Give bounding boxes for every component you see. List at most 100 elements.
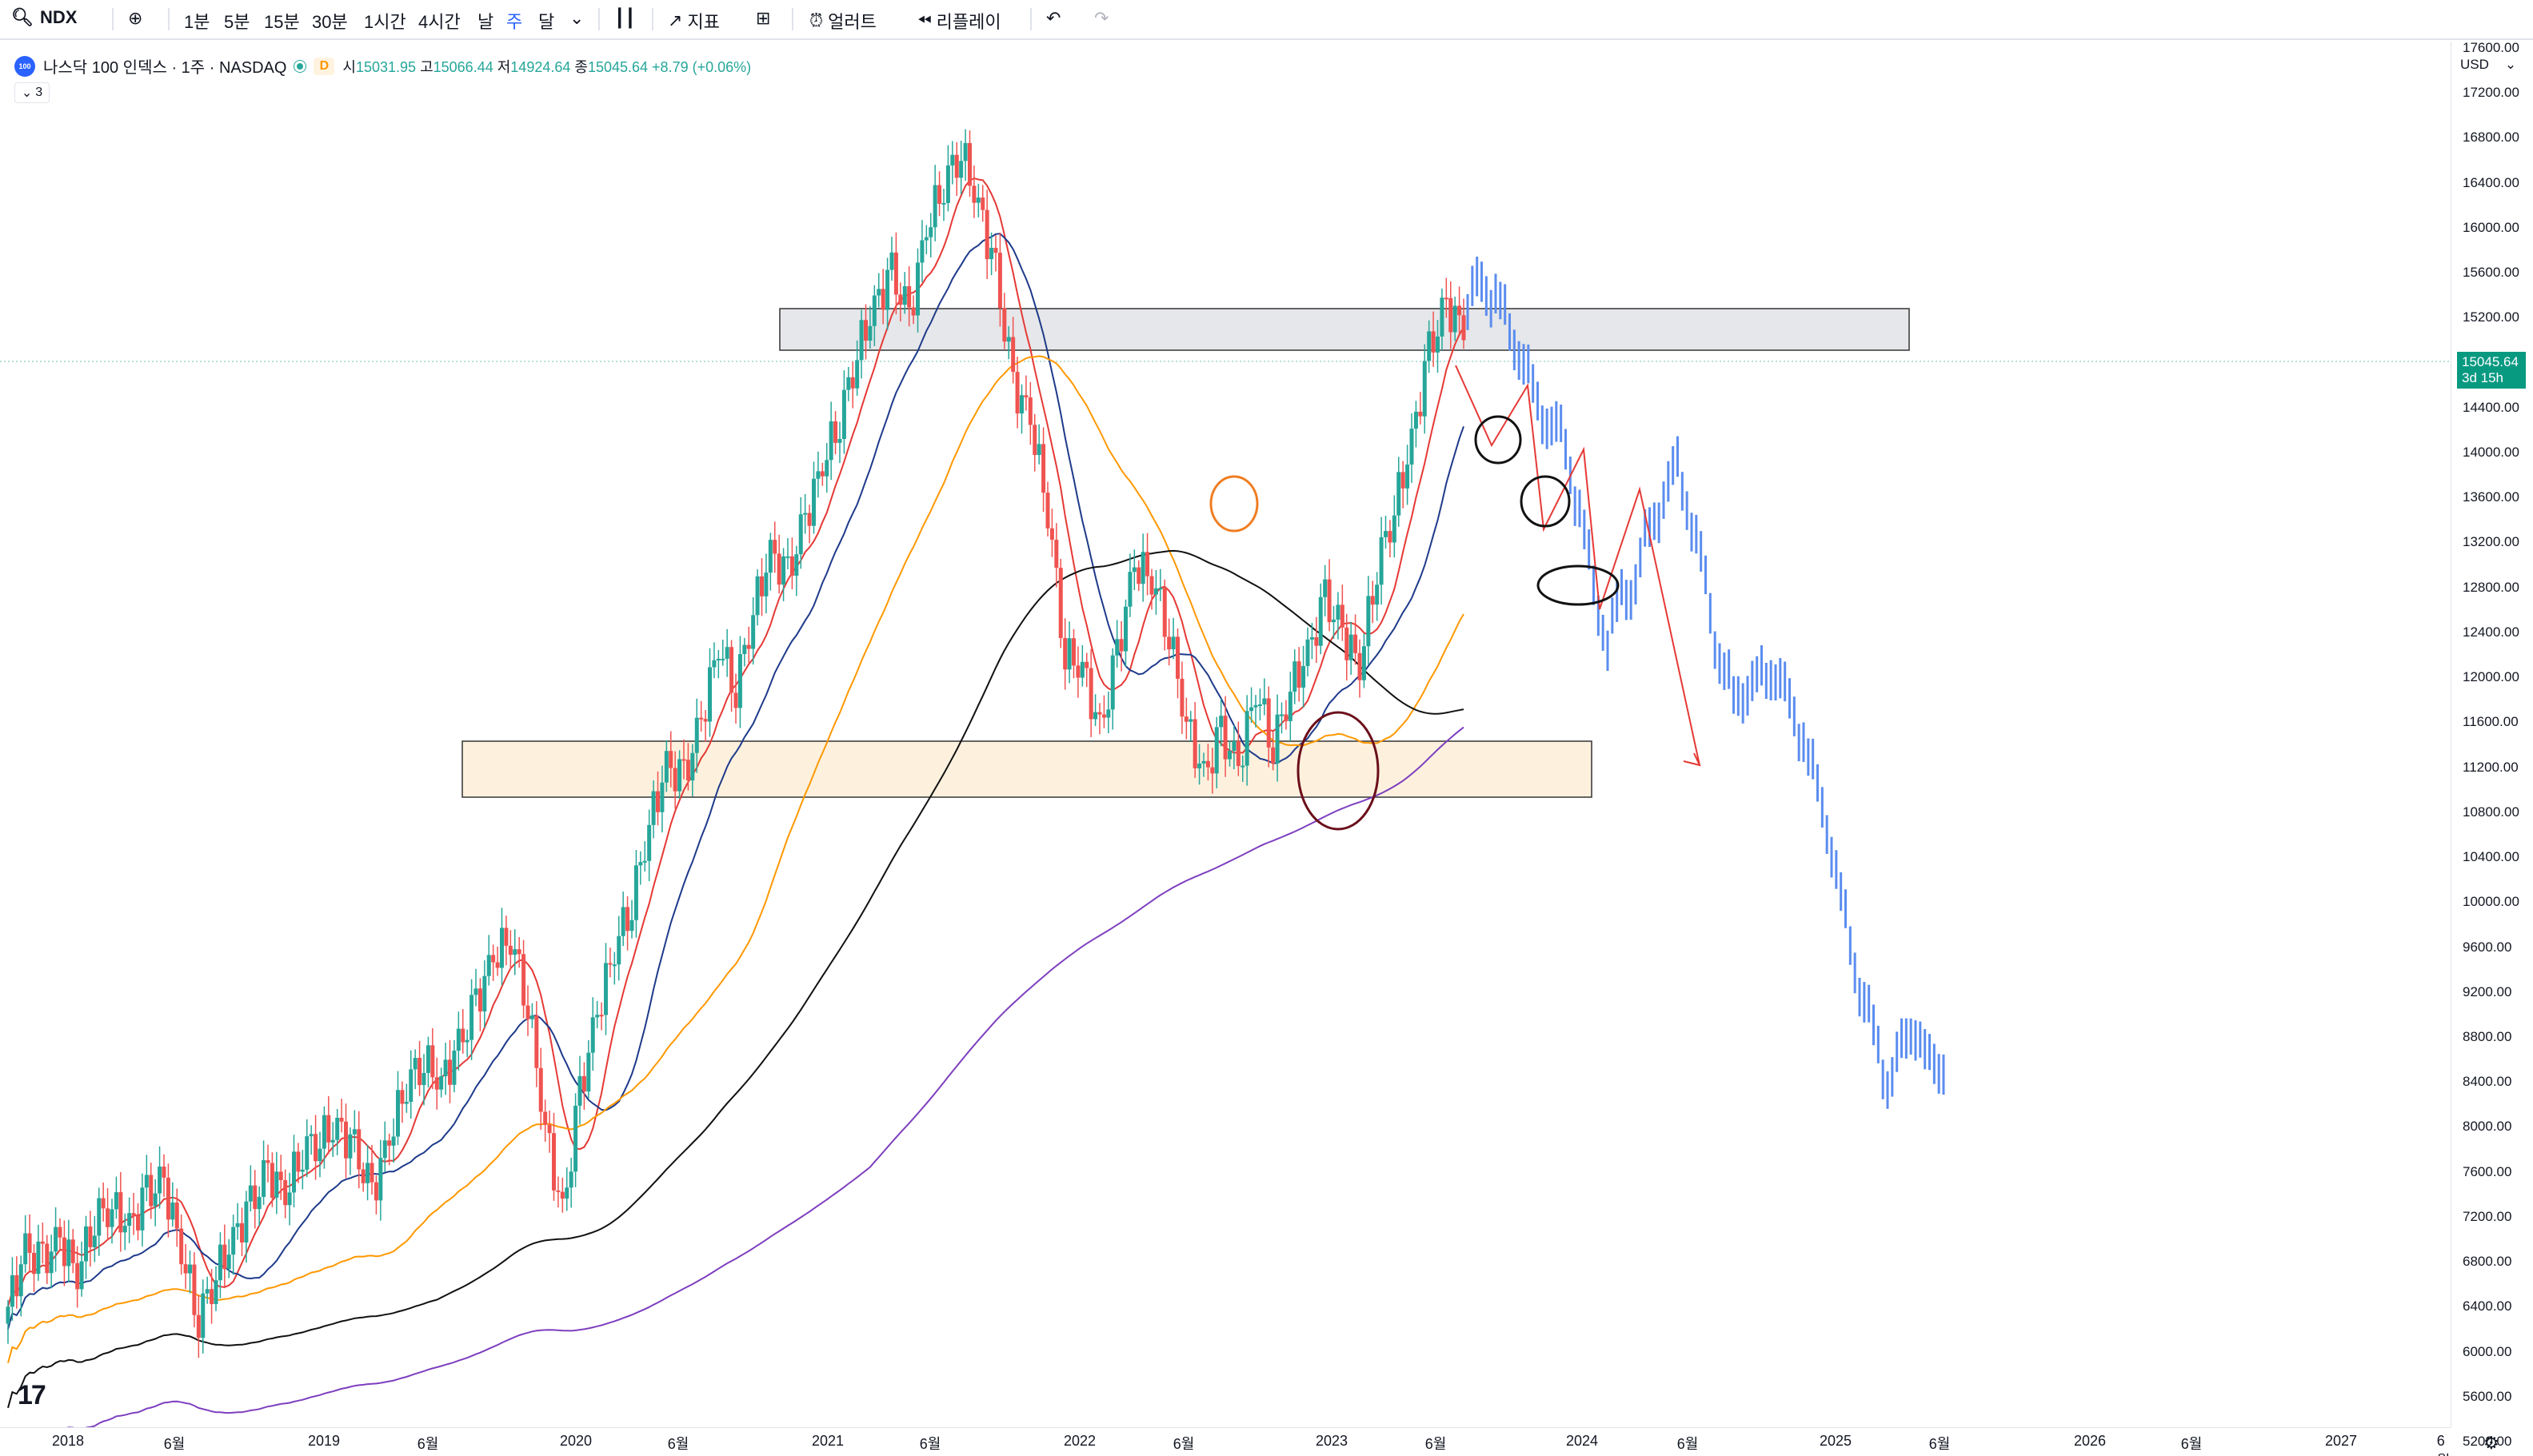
candle-body — [560, 1191, 565, 1199]
symbol-title[interactable]: 나스닥 100 인덱스 · 1주 · NASDAQ — [43, 59, 287, 77]
candle-body — [456, 1028, 461, 1051]
candle-body — [669, 751, 673, 768]
candle-body — [352, 1129, 357, 1135]
templates-grid-icon[interactable]: ⊞ — [756, 8, 771, 28]
candle-body — [1201, 760, 1206, 764]
replay-button[interactable]: ⏪︎ 리플레이 — [917, 8, 1001, 34]
interval-week[interactable]: 주 — [506, 12, 523, 32]
price-tick-label: 8800.00 — [2463, 1028, 2512, 1044]
candle-body — [1427, 331, 1432, 361]
candle-body — [1063, 637, 1068, 670]
time-tick-label: 2026 — [2073, 1433, 2107, 1449]
price-axis[interactable]: 17600.00 17200.00 16800.00 16400.00 16000.00… — [2451, 40, 2533, 1449]
candle-body — [989, 247, 994, 260]
candle-body — [322, 1115, 326, 1149]
currency-selector[interactable]: USD ⌄ — [2457, 53, 2521, 77]
candle-body — [855, 360, 860, 389]
candle-body — [820, 471, 825, 477]
interval-dropdown-chevron-icon[interactable]: ⌄ — [569, 8, 585, 28]
time-axis[interactable]: 2018 6월 2019 6월 2020 6월 2021 6월 2022 6월 2023 6월 2024… — [0, 1427, 2451, 1456]
candle-body — [106, 1208, 110, 1227]
candle-body — [941, 202, 946, 205]
candle-body — [1288, 692, 1292, 721]
time-tick-label: 2024 — [1565, 1433, 1599, 1449]
candle-body — [929, 227, 933, 237]
settings-gear-icon[interactable]: ⚙ — [2483, 1433, 2499, 1453]
ma-orange-line — [7, 355, 1464, 1363]
candle-body — [595, 1015, 600, 1018]
indicators-button[interactable]: ↗ 지표 — [668, 8, 720, 34]
candle-body — [495, 962, 500, 968]
candle-body — [1089, 668, 1093, 720]
candle-body — [114, 1192, 118, 1210]
interval-month[interactable]: 달 — [538, 12, 555, 32]
candle-body — [612, 964, 617, 967]
symbol-search[interactable]: 🔍︎ NDX — [11, 7, 77, 28]
candle-body — [183, 1264, 188, 1274]
chevron-down-icon: ⌄ — [21, 86, 33, 100]
candle-body — [1384, 531, 1388, 537]
candle-body — [1041, 444, 1046, 493]
candle-body — [972, 185, 977, 203]
time-tick-label: 6월 — [1173, 1436, 1195, 1452]
currency-label: USD — [2460, 57, 2489, 72]
indicator-count: 3 — [35, 86, 43, 99]
candle-body — [205, 1289, 210, 1294]
tradingview-logo[interactable]: 17 — [18, 1380, 46, 1410]
candle-body — [872, 295, 877, 326]
price-tick-label: 11600.00 — [2463, 714, 2519, 730]
candle-body — [690, 752, 695, 781]
candle-body — [283, 1179, 288, 1206]
interval-1m[interactable]: 1분 — [184, 12, 210, 32]
candle-body — [14, 1274, 19, 1297]
candle-body — [586, 1052, 591, 1092]
interval-5m[interactable]: 5분 — [224, 12, 250, 32]
candle-body — [638, 862, 643, 866]
candle-body — [1067, 638, 1072, 670]
candle-body — [781, 556, 786, 585]
undo-icon[interactable]: ↶ — [1046, 8, 1061, 28]
candle-body — [846, 377, 851, 390]
candle-body — [425, 1045, 430, 1073]
search-icon: 🔍︎ — [11, 7, 34, 27]
candle-body — [253, 1185, 258, 1210]
candle-body — [1141, 552, 1145, 584]
candles-icon[interactable]: ┃┃ — [614, 8, 636, 28]
candle-body — [257, 1196, 262, 1210]
candle-body — [794, 554, 799, 576]
indicators-toggle[interactable]: ⌄ 3 — [14, 82, 50, 103]
interval-1h[interactable]: 1시간 — [364, 12, 406, 32]
interval-4h[interactable]: 4시간 — [418, 12, 461, 32]
candle-body — [685, 760, 690, 781]
candle-body — [326, 1115, 331, 1143]
candle-body — [933, 185, 937, 228]
redo-icon[interactable]: ↷ — [1094, 8, 1109, 28]
time-tick-label: 2018 — [51, 1433, 85, 1449]
candle-body — [58, 1227, 62, 1238]
candle-body — [508, 945, 513, 955]
interval-15m[interactable]: 15분 — [264, 12, 300, 32]
ma-purple-line — [66, 726, 1464, 1427]
candle-body — [807, 513, 812, 526]
candle-body — [10, 1274, 14, 1307]
candle-body — [1101, 714, 1106, 718]
interval-30m[interactable]: 30분 — [312, 12, 348, 32]
time-tick-label: 6월 — [2436, 1433, 2451, 1456]
candle-body — [1028, 397, 1033, 425]
alert-button[interactable]: ⏰︎ 얼러트 — [809, 8, 877, 34]
add-symbol-icon[interactable]: ⊕ — [128, 8, 143, 28]
candle-body — [920, 240, 925, 263]
chevron-down-icon: ⌄ — [2504, 57, 2517, 72]
candle-body — [339, 1117, 344, 1122]
candle-body — [1232, 740, 1237, 752]
candle-body — [712, 660, 717, 668]
candle-body — [1236, 740, 1241, 767]
candle-body — [248, 1185, 253, 1202]
candle-body — [36, 1241, 41, 1274]
candle-body — [1176, 636, 1180, 679]
candle-body — [656, 791, 660, 812]
chart-canvas[interactable] — [0, 42, 2451, 1427]
candle-body — [1241, 765, 1245, 768]
candle-body — [1284, 714, 1288, 721]
interval-day[interactable]: 날 — [477, 12, 494, 32]
